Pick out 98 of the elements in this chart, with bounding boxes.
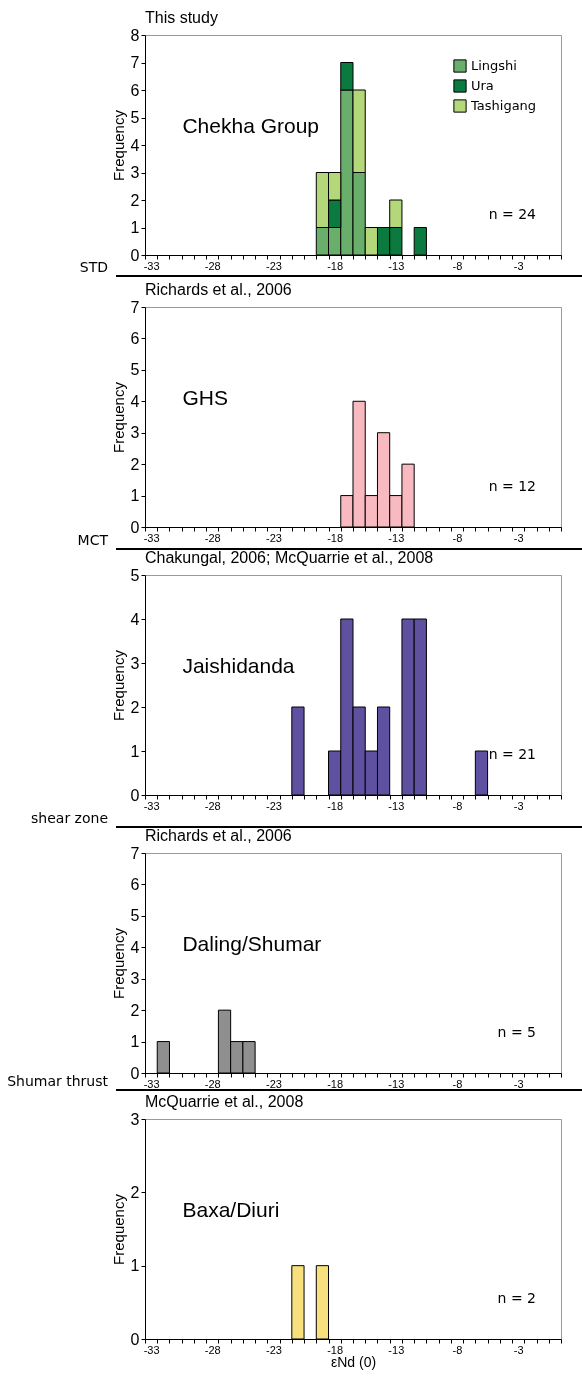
annotation: n = 5 — [497, 1024, 537, 1041]
y-tick-label: 4 — [130, 938, 140, 956]
y-tick-label: 2 — [130, 698, 140, 716]
chart-title: Richards et al., 2006 — [145, 281, 292, 298]
y-tick-label: 3 — [130, 654, 140, 672]
y-tick-label: 3 — [130, 164, 140, 181]
annotation: Jaishidanda — [182, 654, 295, 678]
y-tick-label: 4 — [130, 610, 140, 628]
legend-label: Lingshi — [471, 58, 517, 73]
annotation: n = 2 — [497, 1290, 537, 1307]
y-tick-label: 2 — [130, 455, 140, 473]
y-tick-label: 1 — [130, 219, 140, 236]
x-tick-label: -18 — [327, 1077, 344, 1090]
y-tick-label: 2 — [130, 1001, 140, 1019]
y-tick-label: 2 — [130, 191, 140, 209]
y-axis-title: Frequency — [109, 649, 127, 721]
x-tick-label: -18 — [327, 531, 344, 544]
x-tick-label: -33 — [143, 1077, 160, 1090]
y-tick-label: 0 — [130, 1064, 140, 1082]
x-tick-label: -8 — [452, 259, 463, 272]
x-tick-label: -33 — [143, 1343, 160, 1356]
annotation: n = 12 — [488, 478, 537, 495]
y-tick-label: 6 — [130, 81, 140, 99]
text: shear zone — [31, 810, 108, 826]
x-tick-label: -3 — [513, 1077, 524, 1090]
chart-title: This study — [145, 9, 218, 26]
y-tick-label: 7 — [130, 844, 140, 862]
legend-label: Ura — [471, 78, 494, 93]
x-tick-label: -33 — [143, 531, 160, 544]
y-tick-label: 3 — [130, 424, 140, 442]
y-tick-label: 3 — [130, 970, 140, 988]
y-tick-label: 0 — [130, 518, 140, 536]
x-tick-label: -13 — [388, 259, 405, 272]
legend-label: Tashigang — [470, 98, 537, 113]
y-tick-label: 3 — [130, 1110, 140, 1128]
x-tick-label: -8 — [452, 799, 463, 812]
x-tick-label: -8 — [452, 531, 463, 544]
y-tick-label: 6 — [130, 329, 140, 347]
x-axis-title: εNd (0) — [330, 1353, 377, 1370]
x-tick-label: -18 — [327, 799, 344, 812]
annotation: n = 24 — [488, 206, 537, 223]
annotation: Chekha Group — [182, 114, 320, 138]
y-tick-label: 7 — [130, 54, 140, 71]
y-tick-label: 2 — [130, 1183, 140, 1201]
annotation: GHS — [182, 386, 228, 410]
y-axis-title: Frequency — [109, 109, 127, 181]
x-tick-label: -8 — [452, 1343, 463, 1356]
annotation: n = 21 — [488, 746, 537, 763]
y-tick-label: 0 — [130, 786, 140, 804]
y-tick-label: 1 — [130, 487, 140, 505]
x-tick-label: -3 — [513, 799, 524, 812]
y-tick-label: 5 — [130, 907, 140, 925]
x-tick-label: -33 — [143, 259, 160, 272]
x-tick-label: -23 — [266, 1077, 282, 1090]
y-tick-label: 0 — [130, 1330, 140, 1348]
x-tick-label: -23 — [266, 259, 282, 272]
x-tick-label: -23 — [266, 1343, 282, 1356]
x-tick-label: -3 — [513, 1343, 524, 1356]
y-tick-label: 1 — [130, 1033, 140, 1051]
x-tick-label: -28 — [204, 1343, 221, 1356]
y-tick-label: 8 — [130, 26, 140, 44]
y-tick-label: 4 — [130, 392, 140, 410]
text: Shumar thrust — [7, 1073, 108, 1089]
text: MCT — [77, 532, 108, 548]
x-tick-label: -3 — [513, 531, 524, 544]
y-axis-title: Frequency — [109, 381, 127, 453]
y-tick-label: 1 — [130, 1257, 140, 1275]
x-tick-label: -28 — [204, 531, 221, 544]
text: STD — [79, 259, 108, 275]
x-tick-label: -28 — [204, 259, 221, 272]
y-tick-label: 7 — [130, 298, 140, 316]
x-tick-label: -33 — [143, 799, 160, 812]
y-axis-title: Frequency — [109, 1193, 127, 1265]
y-tick-label: 5 — [130, 566, 140, 584]
x-tick-label: -23 — [266, 799, 282, 812]
annotation: Baxa/Diuri — [182, 1198, 280, 1222]
chart-title: McQuarrie et al., 2008 — [145, 1093, 304, 1110]
x-tick-label: -18 — [327, 1343, 344, 1356]
y-tick-label: 5 — [130, 109, 140, 126]
y-tick-label: 6 — [130, 875, 140, 893]
x-tick-label: -13 — [388, 531, 405, 544]
y-tick-label: 5 — [130, 361, 140, 379]
y-tick-label: 0 — [130, 246, 140, 264]
x-tick-label: -13 — [388, 1343, 405, 1356]
x-tick-label: -3 — [513, 259, 524, 272]
x-tick-label: -28 — [204, 799, 221, 812]
x-tick-label: -23 — [266, 531, 282, 544]
x-tick-label: -13 — [388, 1077, 405, 1090]
annotation: Daling/Shumar — [182, 932, 322, 956]
x-tick-label: -8 — [452, 1077, 463, 1090]
y-axis-title: Frequency — [109, 927, 127, 999]
x-tick-label: -28 — [204, 1077, 221, 1090]
chart-title: Richards et al., 2006 — [145, 827, 292, 844]
x-tick-label: -13 — [388, 799, 405, 812]
x-tick-label: -18 — [327, 259, 344, 272]
y-tick-label: 4 — [130, 136, 140, 154]
chart-title: Chakungal, 2006; McQuarrie et al., 2008 — [145, 549, 434, 566]
y-tick-label: 1 — [130, 742, 140, 760]
